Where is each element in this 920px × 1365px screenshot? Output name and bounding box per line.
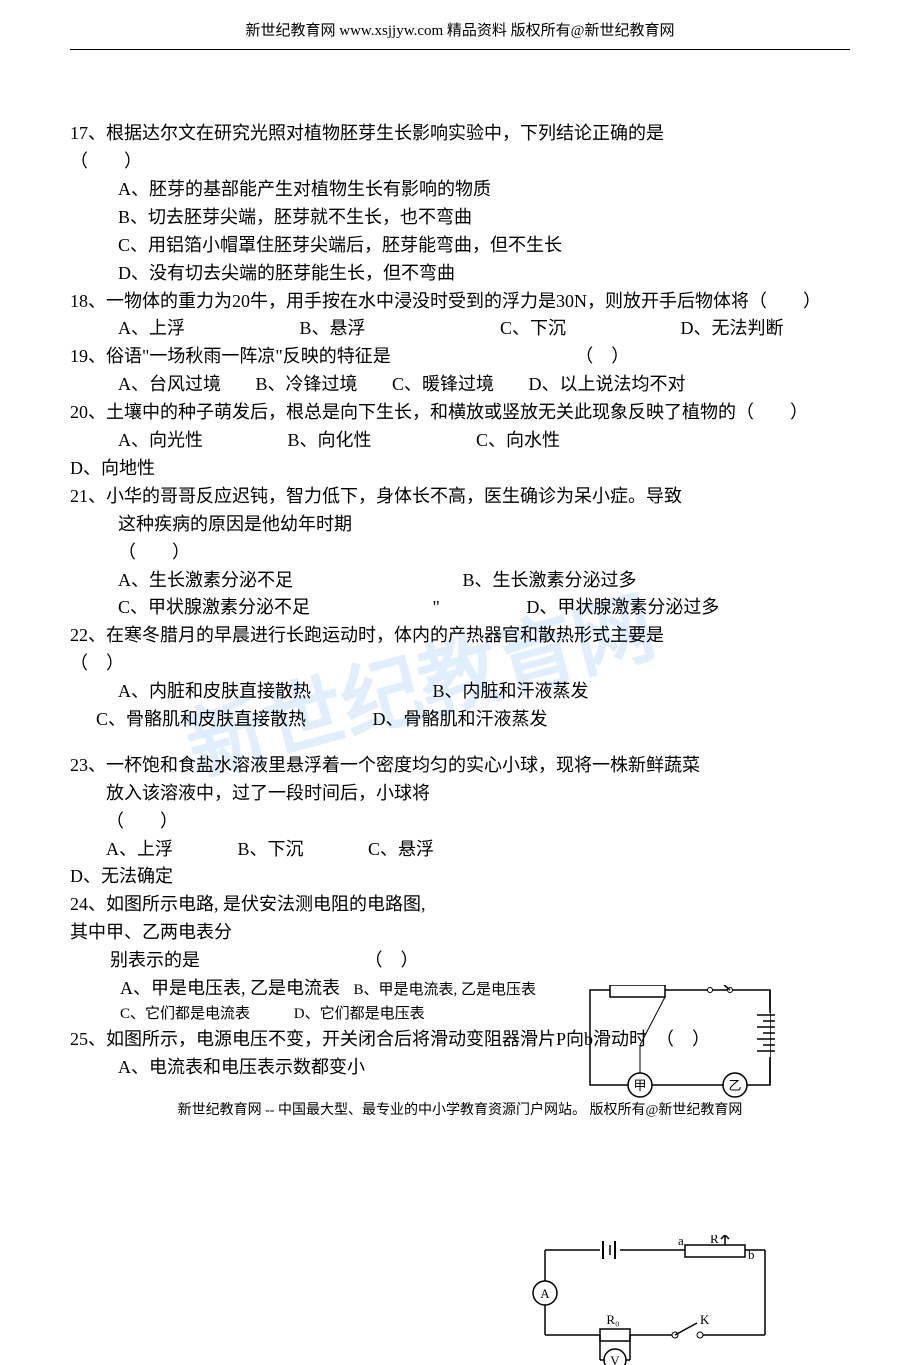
q19-opt-c: C、暖锋过境 <box>392 371 494 399</box>
circuit-diagram-24: 甲 乙 <box>585 985 775 1100</box>
svg-text:a: a <box>678 1235 684 1248</box>
question-19: 19、俗语"一场秋雨一阵凉"反映的特征是 （ ） A、台风过境 B、冷锋过境 C… <box>70 343 850 399</box>
q17-opt-a: A、胚芽的基部能产生对植物生长有影响的物质 <box>70 176 850 204</box>
q17-paren: （ ） <box>70 148 850 176</box>
circuit-diagram-25: a b R A R₀ K <box>525 1235 775 1365</box>
q22-opt-b: B、内脏和汗液蒸发 <box>433 678 589 706</box>
q23-paren: （ ） <box>70 808 850 836</box>
q19-opt-a: A、台风过境 <box>118 371 221 399</box>
svg-text:R₀: R₀ <box>606 1312 619 1327</box>
q17-opt-b: B、切去胚芽尖端，胚芽就不生长，也不弯曲 <box>70 204 850 232</box>
q21-stem: 21、小华的哥哥反应迟钝，智力低下，身体长不高，医生确诊为呆小症。导致 <box>70 483 850 511</box>
svg-text:b: b <box>748 1247 755 1262</box>
q21-paren: （ ） <box>70 539 850 567</box>
q19-paren: （ ） <box>575 346 629 366</box>
q24-stem3: 别表示的是 <box>110 950 200 970</box>
q21-opt-d: D、甲状腺激素分泌过多 <box>526 594 719 622</box>
q23-opt-c: C、悬浮 <box>368 839 434 859</box>
page-header: 新世纪教育网 www.xsjjyw.com 精品资料 版权所有@新世纪教育网 <box>70 20 850 50</box>
q20-opt-d: D、向地性 <box>70 455 850 483</box>
question-22: 22、在寒冬腊月的早晨进行长跑运动时，体内的产热器官和散热形式主要是 （ ） A… <box>70 622 850 734</box>
question-21: 21、小华的哥哥反应迟钝，智力低下，身体长不高，医生确诊为呆小症。导致 这种疾病… <box>70 483 850 622</box>
q23-opt-a: A、上浮 <box>106 839 173 859</box>
q19-opt-b: B、冷锋过境 <box>256 371 358 399</box>
q20-opt-b: B、向化性 <box>288 427 372 455</box>
q21-stem2: 这种疾病的原因是他幼年时期 <box>70 511 850 539</box>
q17-opt-d: D、没有切去尖端的胚芽能生长，但不弯曲 <box>70 260 850 288</box>
q18-opt-a: A、上浮 <box>118 315 185 343</box>
q24-opt-a: A、甲是电压表, 乙是电流表 <box>120 978 340 998</box>
q20-stem: 20、土壤中的种子萌发后，根总是向下生长，和横放或竖放无关此现象反映了植物的（ … <box>70 399 850 427</box>
q18-opt-d: D、无法判断 <box>681 315 784 343</box>
q17-opt-c: C、用铝箔小帽罩住胚芽尖端后，胚芽能弯曲，但不生长 <box>70 232 850 260</box>
q23-opt-b: B、下沉 <box>238 839 304 859</box>
q21-opt-c: C、甲状腺激素分泌不足 <box>118 594 358 622</box>
q18-opt-b: B、悬浮 <box>300 315 366 343</box>
q21-opt-b: B、生长激素分泌过多 <box>463 567 637 595</box>
q24-stem2: 其中甲、乙两电表分 <box>70 919 850 947</box>
q18-stem: 18、一物体的重力为20牛，用手按在水中浸没时受到的浮力是30N，则放开手后物体… <box>70 288 850 316</box>
q17-stem: 17、根据达尔文在研究光照对植物胚芽生长影响实验中，下列结论正确的是 <box>70 120 850 148</box>
svg-text:乙: 乙 <box>728 1078 741 1093</box>
q24-paren: （ ） <box>365 950 419 970</box>
q22-opt-d: D、骨骼肌和汗液蒸发 <box>373 709 548 729</box>
q24-opt-b: B、甲是电流表, 乙是电压表 <box>354 982 537 998</box>
q20-opt-c: C、向水性 <box>476 427 560 455</box>
q22-opt-a: A、内脏和皮肤直接散热 <box>118 678 368 706</box>
q23-opt-d: D、无法确定 <box>70 863 850 891</box>
svg-text:V: V <box>610 1353 620 1365</box>
q24-stem: 24、如图所示电路, 是伏安法测电阻的电路图, <box>70 891 850 919</box>
svg-text:A: A <box>540 1286 550 1301</box>
q19-stem: 19、俗语"一场秋雨一阵凉"反映的特征是 <box>70 346 391 366</box>
question-18: 18、一物体的重力为20牛，用手按在水中浸没时受到的浮力是30N，则放开手后物体… <box>70 288 850 344</box>
q22-opt-c: C、骨骼肌和皮肤直接散热 <box>96 706 368 734</box>
svg-text:甲: 甲 <box>633 1078 646 1093</box>
q24-opt-c: C、它们都是电流表 <box>120 1003 290 1026</box>
q20-opt-a: A、向光性 <box>118 427 203 455</box>
svg-text:R: R <box>710 1235 719 1246</box>
q21-opt-a: A、生长激素分泌不足 <box>118 567 398 595</box>
q22-paren: （ ） <box>70 650 850 678</box>
question-17: 17、根据达尔文在研究光照对植物胚芽生长影响实验中，下列结论正确的是 （ ） A… <box>70 120 850 287</box>
svg-text:K: K <box>700 1312 710 1327</box>
q23-stem: 23、一杯饱和食盐水溶液里悬浮着一个密度均匀的实心小球，现将一株新鲜蔬菜 <box>70 752 850 780</box>
q18-opt-c: C、下沉 <box>500 315 566 343</box>
question-20: 20、土壤中的种子萌发后，根总是向下生长，和横放或竖放无关此现象反映了植物的（ … <box>70 399 850 483</box>
q19-opt-d: D、以上说法均不对 <box>529 371 686 399</box>
q22-stem: 22、在寒冬腊月的早晨进行长跑运动时，体内的产热器官和散热形式主要是 <box>70 622 850 650</box>
question-23: 23、一杯饱和食盐水溶液里悬浮着一个密度均匀的实心小球，现将一株新鲜蔬菜 放入该… <box>70 752 850 891</box>
q24-opt-d: D、它们都是电压表 <box>294 1006 425 1022</box>
q23-stem2: 放入该溶液中，过了一段时间后，小球将 <box>70 780 850 808</box>
